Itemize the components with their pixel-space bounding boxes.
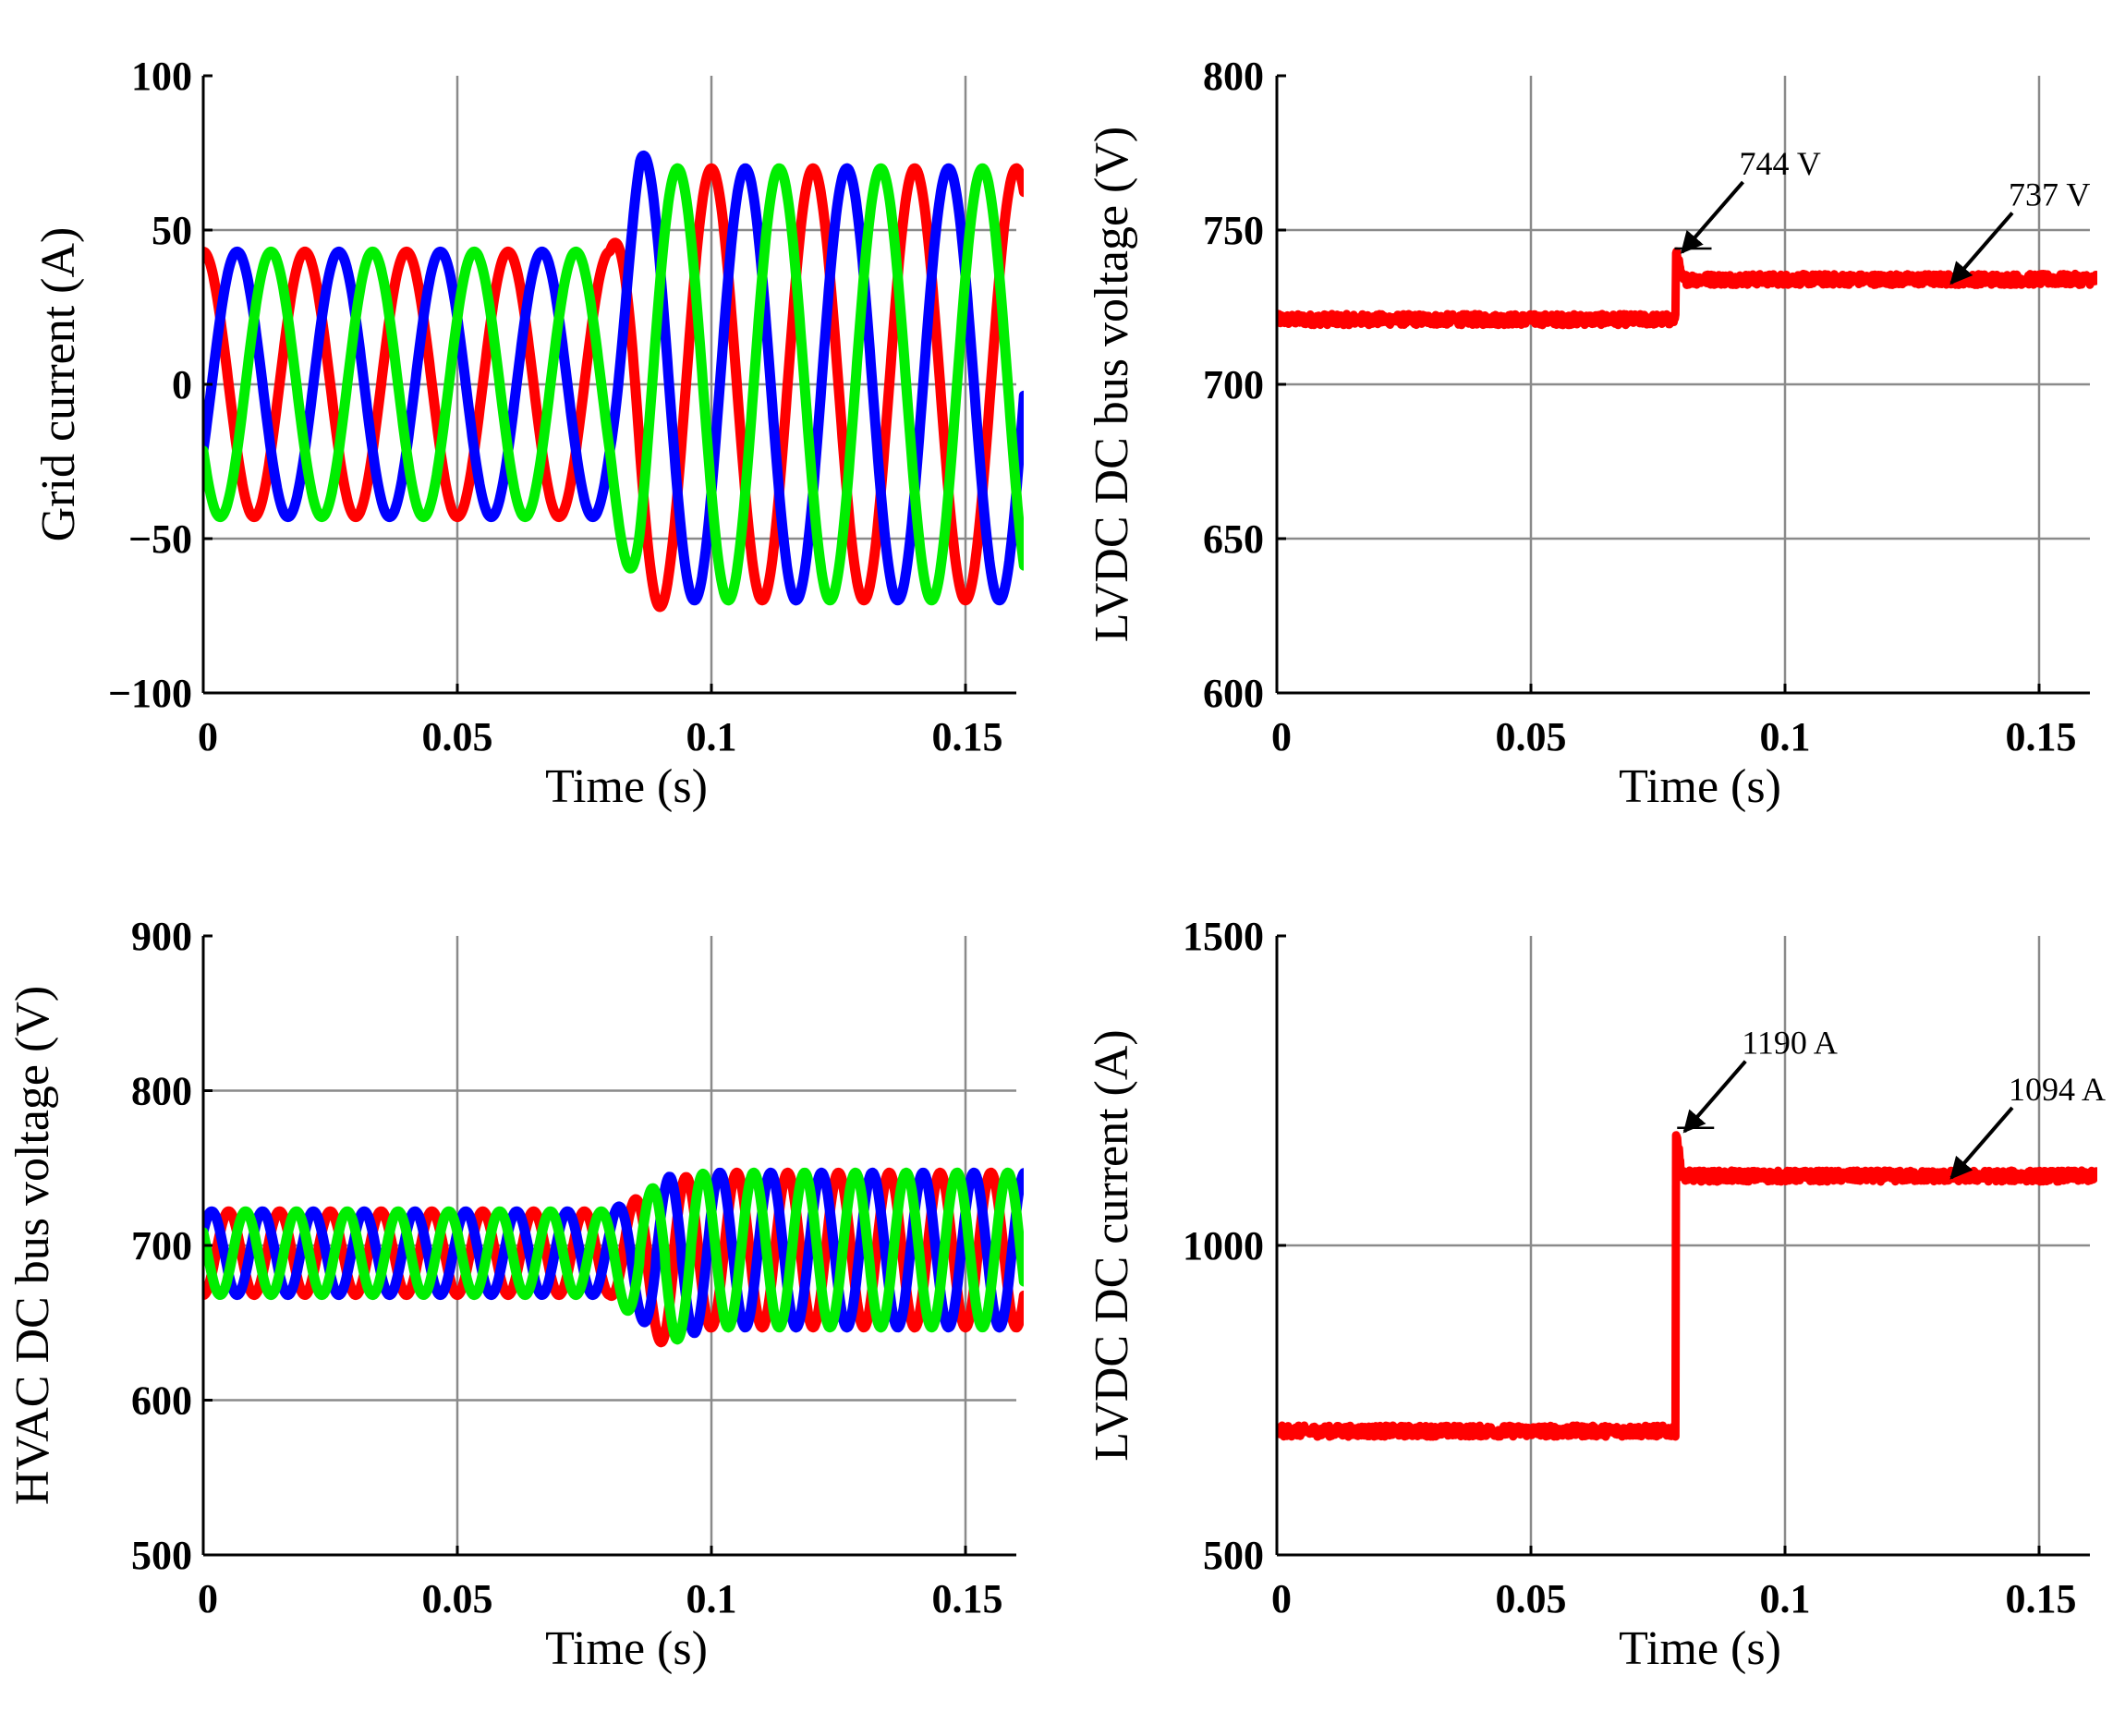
y-tick-label: 650	[1203, 516, 1264, 562]
x-tick-label: 0	[1271, 714, 1292, 759]
y-tick-label: 1500	[1183, 914, 1264, 959]
y-axis-label: HVAC DC bus voltage (V)	[6, 986, 59, 1505]
x-tick-label: 0	[1271, 1576, 1292, 1621]
trace-group	[1277, 247, 2097, 330]
y-axis-label: Grid current (A)	[32, 227, 85, 542]
x-tick-label: 0	[198, 714, 218, 759]
y-tick-label: 800	[1203, 54, 1264, 99]
lvdc-current-chart: 0 0.05 0.1 0.15 500 1000 1500 Time (s) LVDC DC c…	[1086, 914, 2106, 1675]
annotation-arrow	[1682, 1060, 1747, 1134]
y-tick-label: 600	[131, 1378, 192, 1424]
annotation-arrow	[1680, 180, 1745, 254]
y-tick-label: 700	[1203, 362, 1264, 407]
series-phase-c	[203, 1167, 1024, 1345]
y-tick-label: 1000	[1183, 1223, 1264, 1269]
annotation-label: 1190 A	[1742, 1025, 1838, 1062]
y-tick-label: 600	[1203, 671, 1264, 716]
x-tick-label: 0.05	[422, 714, 493, 759]
y-tick-label: −100	[108, 671, 192, 716]
y-tick-label: 50	[152, 208, 192, 253]
y-tick-label: 900	[131, 914, 192, 959]
x-tick-label: 0	[198, 1576, 218, 1621]
annotation-arrow	[1949, 1106, 2014, 1180]
y-axis-label: LVDC DC bus voltage (V)	[1086, 127, 1138, 643]
series-phase-c	[203, 163, 1024, 606]
y-axis-label: LVDC DC current (A)	[1086, 1029, 1138, 1461]
x-tick-label: 0.1	[1760, 714, 1811, 759]
y-tick-label: 800	[131, 1069, 192, 1114]
x-axis-label: Time (s)	[1619, 1622, 1781, 1675]
y-tick-label: 700	[131, 1223, 192, 1269]
x-axis-label: Time (s)	[1619, 760, 1781, 813]
y-tick-label: 500	[1203, 1533, 1264, 1578]
y-tick-label: −50	[128, 516, 192, 562]
x-tick-label: 0.1	[1760, 1576, 1811, 1621]
hvac-voltage-chart: 0 0.05 0.1 0.15 500 600 700 800 900 Time (s) HVAC …	[6, 914, 1024, 1675]
y-tick-label: 750	[1203, 208, 1264, 253]
series-phase-b	[203, 150, 1024, 606]
x-tick-label: 0.1	[686, 1576, 737, 1621]
y-tick-label: 0	[172, 362, 192, 407]
y-tick-label: 100	[131, 54, 192, 99]
x-tick-label: 0.05	[1496, 714, 1567, 759]
x-tick-label: 0.05	[1496, 1576, 1567, 1621]
annotation-label: 1094 A	[2009, 1071, 2106, 1108]
x-tick-label: 0.15	[932, 714, 1003, 759]
x-tick-label: 0.1	[686, 714, 737, 759]
x-tick-label: 0.15	[2006, 714, 2077, 759]
x-axis-label: Time (s)	[545, 1622, 708, 1675]
trace-group	[203, 150, 1024, 613]
y-tick-label: 500	[131, 1533, 192, 1578]
x-tick-label: 0.15	[932, 1576, 1003, 1621]
annotation-label: 744 V	[1740, 145, 1821, 182]
trace-group	[203, 1167, 1024, 1348]
annotation-arrow	[1949, 212, 2014, 285]
x-tick-label: 0.05	[422, 1576, 493, 1621]
trace-group	[1277, 1131, 2097, 1441]
x-axis-label: Time (s)	[545, 760, 708, 813]
series-lvdc-voltage	[1277, 247, 2097, 330]
lvdc-voltage-chart: 0 0.05 0.1 0.15 600 650 700 750 800 Time (s) LVDC …	[1086, 54, 2097, 813]
grid-current-chart: 0 0.05 0.1 0.15 −100 −50 0 50 100 Time (s) Grid cu…	[32, 54, 1024, 813]
x-tick-label: 0.15	[2006, 1576, 2077, 1621]
annotation-label: 737 V	[2009, 176, 2090, 212]
series-lvdc-current	[1277, 1131, 2097, 1441]
